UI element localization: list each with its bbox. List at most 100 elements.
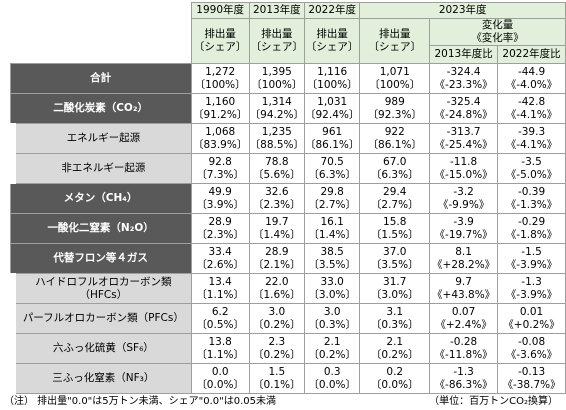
share-label: 〔シェア〕 bbox=[193, 41, 247, 53]
value: 0.3 bbox=[323, 365, 341, 378]
value: 13.4 bbox=[208, 275, 232, 288]
value-cell: 32.6 〔2.3%〕 bbox=[248, 183, 306, 214]
share: 〔0.0%〕 bbox=[370, 378, 419, 391]
value-cell: 0.0 〔0.0%〕 bbox=[190, 363, 250, 394]
value-cell: -39.3 《-4.1%》 bbox=[497, 123, 566, 154]
share: 《-86.3%》 bbox=[434, 378, 493, 391]
value-cell: 15.8 〔1.5%〕 bbox=[359, 213, 431, 244]
value-cell: 989 〔92.3%〕 bbox=[359, 93, 431, 124]
emission-label: 排出量 bbox=[261, 28, 293, 40]
value-cell: -324.4 《-23.3%》 bbox=[429, 63, 499, 94]
value-cell: 92.8 〔7.3%〕 bbox=[190, 153, 250, 184]
row-label: エネルギー起源 bbox=[3, 123, 192, 154]
value-cell: -0.08 《-3.6%》 bbox=[497, 333, 566, 364]
change-label: 変化量 bbox=[481, 19, 514, 31]
compare-header: 2013年度比 bbox=[429, 45, 499, 64]
value-cell: -1.3 《-86.3%》 bbox=[429, 363, 499, 394]
row-label: パーフルオロカーボン類（PFCs） bbox=[3, 303, 192, 334]
value: 9.7 bbox=[455, 275, 472, 288]
value-cell: 1,116 〔100%〕 bbox=[303, 63, 361, 94]
table-row: ハイドロフルオロカーボン類（HFCs） 13.4 〔1.1%〕 22.0 〔1.6%〕 3… bbox=[3, 273, 566, 304]
value-cell: -3.5 《-5.0%》 bbox=[497, 153, 566, 184]
value: -0.28 bbox=[450, 335, 478, 348]
table-body: 合計 1,272 〔100%〕 1,395 〔100%〕 1,116 〔100%〕 1,071… bbox=[3, 63, 566, 394]
value: 28.9 bbox=[208, 215, 232, 228]
table-row: パーフルオロカーボン類（PFCs） 6.2 〔0.5%〕 3.0 〔0.2%〕 3.0 〔0… bbox=[3, 303, 566, 334]
value-cell: 33.0 〔3.0%〕 bbox=[303, 273, 361, 304]
value-cell: 1,272 〔100%〕 bbox=[190, 63, 250, 94]
share: 〔0.2%〕 bbox=[308, 348, 357, 361]
share: 〔91.2%〕 bbox=[192, 108, 248, 121]
value-cell: -1.3 《-3.9%》 bbox=[497, 273, 566, 304]
share: 〔2.6%〕 bbox=[196, 258, 244, 271]
table-row: 代替フロン等４ガス 33.4 〔2.6%〕 28.9 〔2.1%〕 38.5 〔3.5%〕 3… bbox=[9, 243, 566, 274]
value-cell: -42.8 《-4.1%》 bbox=[497, 93, 566, 124]
value-cell: -0.39 《-1.3%》 bbox=[497, 183, 566, 214]
value: 1,272 bbox=[205, 65, 236, 78]
value: 0.07 bbox=[451, 305, 476, 318]
share: 《-3.9%》 bbox=[505, 258, 558, 271]
value: -3.9 bbox=[453, 215, 474, 228]
value-cell: 1.5 〔0.1%〕 bbox=[248, 363, 306, 394]
emission-header: 排出量 〔シェア〕 bbox=[303, 18, 361, 64]
share: 《-3.6%》 bbox=[505, 348, 558, 361]
share: 〔92.4%〕 bbox=[305, 108, 360, 121]
year-header: 2023年度 bbox=[359, 2, 566, 19]
value-cell: 9.7 《+43.8%》 bbox=[429, 273, 499, 304]
value-cell: 8.1 《+28.2%》 bbox=[429, 243, 499, 274]
value: 6.2 bbox=[211, 305, 229, 318]
value: 92.8 bbox=[208, 155, 232, 168]
value: 8.1 bbox=[455, 245, 472, 258]
table-row: メタン（CH₄） 49.9 〔3.9%〕 32.6 〔2.3%〕 29.8 〔2.7%〕 29… bbox=[9, 183, 566, 214]
value: -1.3 bbox=[521, 275, 542, 288]
value-cell: 16.1 〔1.4%〕 bbox=[303, 213, 361, 244]
value: 989 bbox=[384, 95, 405, 108]
value-cell: 29.8 〔2.7%〕 bbox=[303, 183, 361, 214]
share: 《-15.0%》 bbox=[434, 168, 493, 181]
value-cell: -3.9 《-19.7%》 bbox=[429, 213, 499, 244]
value: 19.7 bbox=[265, 215, 289, 228]
row-label: メタン（CH₄） bbox=[9, 183, 192, 214]
value: -324.4 bbox=[446, 65, 481, 78]
share: 〔5.6%〕 bbox=[252, 168, 301, 181]
value-cell: -0.29 《-1.8%》 bbox=[497, 213, 566, 244]
value-cell: 1,395 〔100%〕 bbox=[248, 63, 306, 94]
share: 〔0.2%〕 bbox=[252, 318, 301, 331]
share: 〔0.0%〕 bbox=[196, 378, 244, 391]
share: 〔0.3%〕 bbox=[370, 318, 419, 331]
value-cell: 2.1 〔0.2%〕 bbox=[359, 333, 431, 364]
header-row: 1990年度 2013年度 2022年度 2023年度 bbox=[10, 2, 566, 19]
share: 〔92.3%〕 bbox=[367, 108, 422, 121]
header-row: 2013年度比 2022年度比 bbox=[10, 45, 566, 64]
share: 《-1.8%》 bbox=[505, 228, 558, 241]
value-cell: -44.9 《-4.0%》 bbox=[497, 63, 566, 94]
share: 〔2.1%〕 bbox=[252, 258, 301, 271]
row-label: 代替フロン等４ガス bbox=[9, 243, 192, 274]
value: 22.0 bbox=[265, 275, 289, 288]
share: 〔88.5%〕 bbox=[249, 138, 304, 151]
value: 0.2 bbox=[386, 365, 404, 378]
value-cell: -3.2 《-9.9%》 bbox=[429, 183, 499, 214]
value: 37.0 bbox=[383, 245, 407, 258]
share: 〔0.2%〕 bbox=[370, 348, 419, 361]
value: 13.8 bbox=[208, 335, 232, 348]
share: 《-19.7%》 bbox=[434, 228, 493, 241]
value: -313.7 bbox=[446, 125, 481, 138]
value: 32.6 bbox=[265, 185, 289, 198]
year-header: 1990年度 bbox=[190, 2, 250, 19]
value-cell: -313.7 《-25.4%》 bbox=[429, 123, 499, 154]
emission-label: 排出量 bbox=[204, 28, 236, 40]
value: -39.3 bbox=[517, 125, 546, 138]
share: 〔2.7%〕 bbox=[308, 198, 357, 211]
year-header: 2022年度 bbox=[303, 2, 361, 19]
row-label: 合計 bbox=[9, 63, 192, 94]
value: 0.0 bbox=[211, 365, 229, 378]
table-row: エネルギー起源 1,068 〔83.9%〕 1,235 〔88.5%〕 961 〔86.1%… bbox=[3, 123, 566, 154]
value: 33.4 bbox=[208, 245, 232, 258]
share: 《-38.7%》 bbox=[502, 378, 561, 391]
table-row: 一酸化二窒素（N₂O） 28.9 〔2.3%〕 19.7 〔1.4%〕 16.1 〔1.4%… bbox=[9, 213, 566, 244]
year-header: 2013年度 bbox=[248, 2, 306, 19]
share: 《-23.3%》 bbox=[434, 78, 493, 91]
value-cell: 28.9 〔2.1%〕 bbox=[248, 243, 306, 274]
